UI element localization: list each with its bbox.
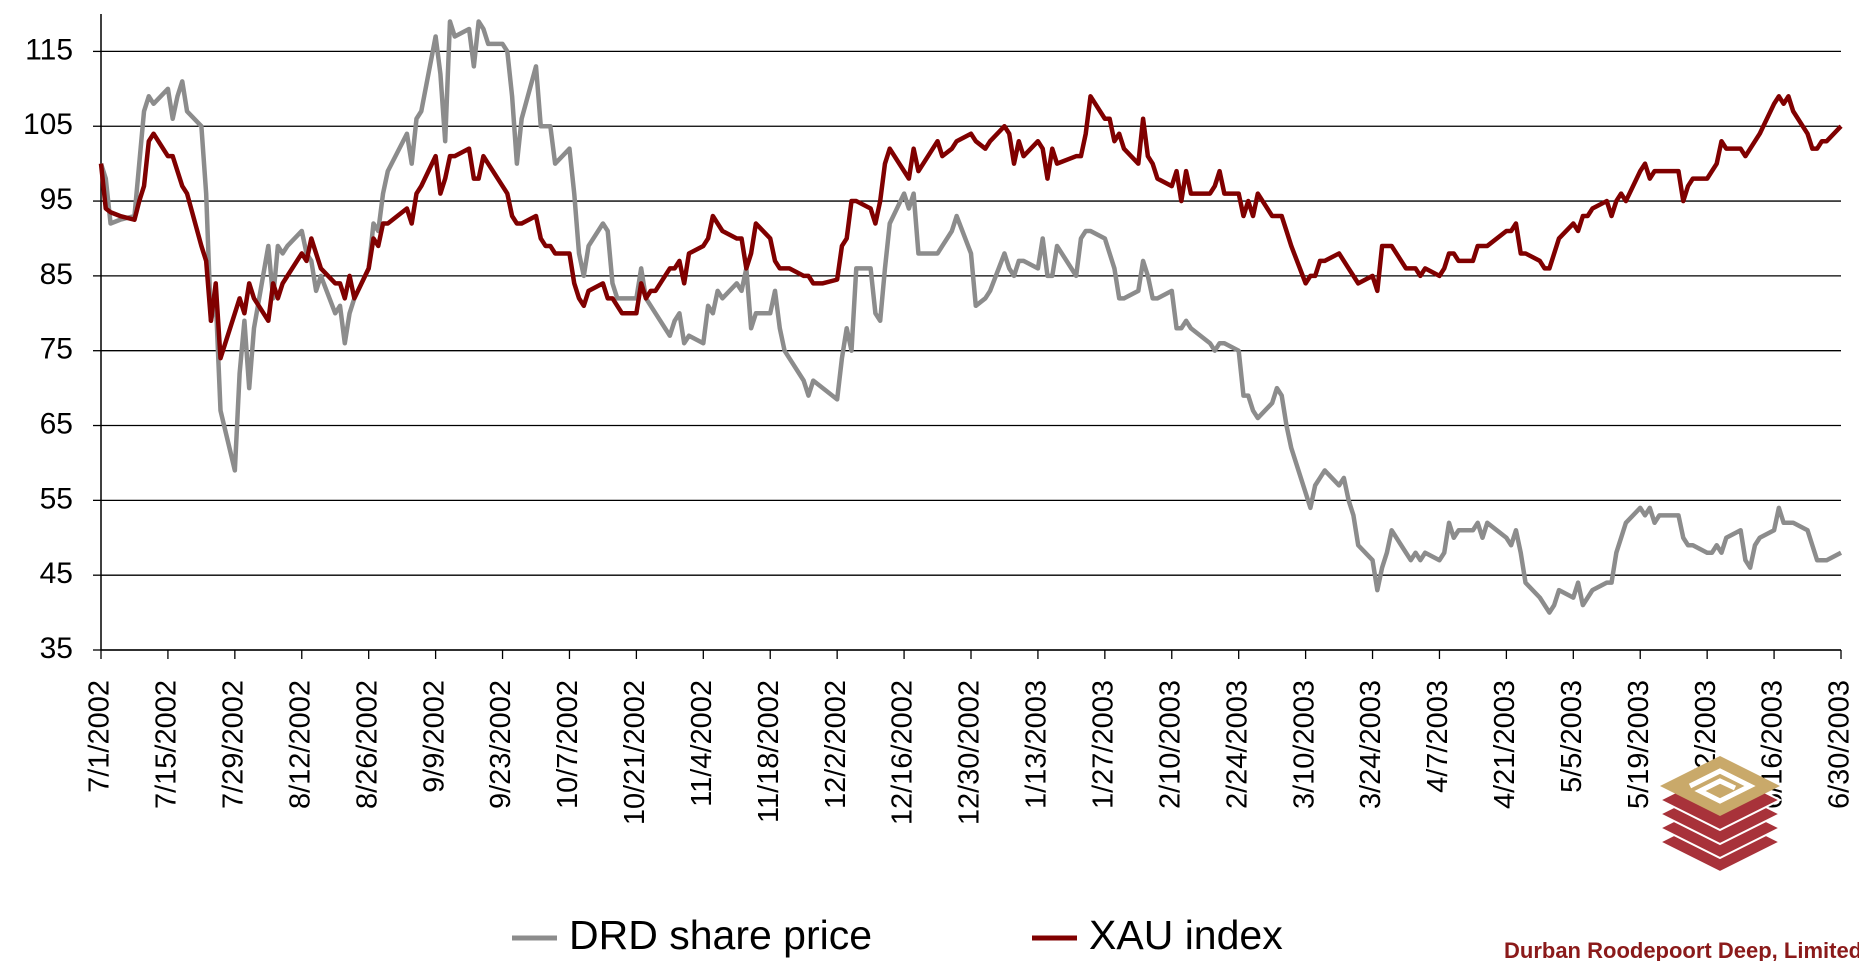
x-tick-label: 8/26/2002 — [351, 680, 383, 809]
x-tick-label: 9/23/2002 — [485, 680, 517, 809]
x-tick-label: 2/24/2003 — [1221, 680, 1253, 809]
x-tick-label: 12/16/2002 — [887, 680, 919, 825]
y-tick-label: 35 — [40, 632, 73, 665]
x-tick-label: 4/21/2003 — [1489, 680, 1521, 809]
x-tick-label: 12/2/2002 — [820, 680, 852, 809]
y-tick-label: 55 — [40, 482, 73, 515]
logo — [1657, 756, 1783, 874]
series-line — [98, 19, 1843, 615]
y-tick-label: 75 — [40, 333, 73, 366]
series-line — [98, 94, 1843, 361]
y-tick-label: 45 — [40, 557, 73, 590]
x-tick-label: 5/19/2003 — [1623, 680, 1655, 809]
x-tick-label: 5/5/2003 — [1556, 680, 1588, 793]
y-tick-label: 115 — [25, 33, 73, 66]
x-tick-label: 3/24/2003 — [1355, 680, 1387, 809]
x-tick-label: 11/18/2002 — [753, 680, 785, 823]
x-tick-label: 6/30/2003 — [1824, 680, 1856, 809]
x-tick-label: 2/10/2003 — [1154, 680, 1186, 809]
y-tick-label: 85 — [40, 258, 73, 291]
x-tick-label: 1/27/2003 — [1088, 680, 1120, 809]
y-tick-label: 65 — [40, 407, 73, 440]
logo-text: Durban Roodepoort Deep, Limited — [1504, 938, 1859, 961]
x-tick-label: 1/13/2003 — [1021, 680, 1053, 809]
x-tick-label: 10/21/2002 — [619, 680, 651, 825]
legend-label: XAU index — [1089, 912, 1283, 958]
legend-label: DRD share price — [569, 912, 872, 958]
x-tick-label: 9/9/2002 — [418, 680, 450, 793]
x-tick-label: 10/7/2002 — [552, 680, 584, 809]
x-tick-label: 4/7/2003 — [1422, 680, 1454, 793]
x-tick-label: 3/10/2003 — [1288, 680, 1320, 809]
x-tick-label: 7/29/2002 — [218, 680, 250, 809]
y-tick-label: 95 — [40, 183, 73, 216]
x-tick-label: 11/4/2002 — [686, 680, 718, 807]
x-tick-label: 12/30/2002 — [954, 680, 986, 825]
x-tick-label: 8/12/2002 — [284, 680, 316, 809]
x-tick-label: 7/1/2002 — [84, 680, 116, 793]
x-tick-label: 7/15/2002 — [151, 680, 183, 809]
y-tick-label: 105 — [23, 108, 73, 141]
